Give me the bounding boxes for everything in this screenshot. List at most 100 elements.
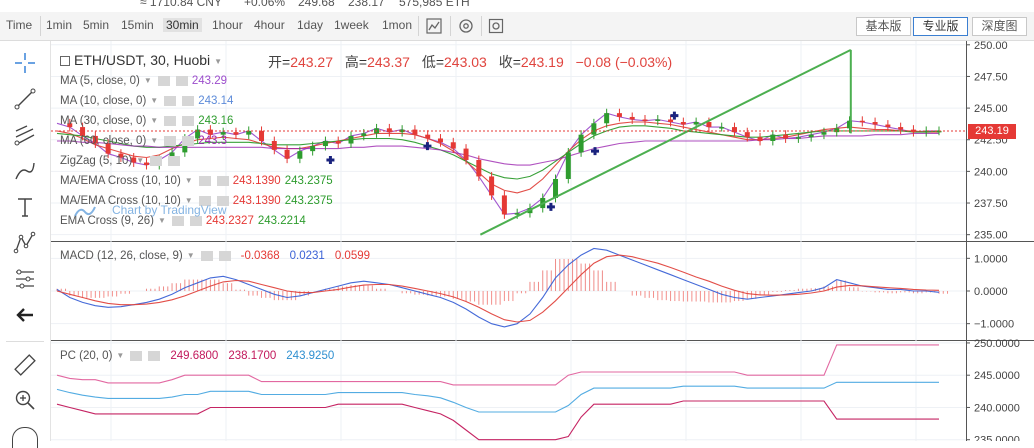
close-icon[interactable] (175, 75, 188, 86)
timeframe-1week[interactable]: 1week (334, 18, 369, 32)
candle-body (220, 132, 226, 135)
close-icon[interactable] (182, 135, 195, 146)
legend-macd[interactable]: MACD (12, 26, close, 9) ▼ -0.0368 0.0231 0.0… (60, 250, 371, 262)
candle-body (706, 122, 712, 128)
axis-tick-label: 250.0000 (974, 338, 1020, 350)
legend-ma5[interactable]: MA (5, close, 0) ▼ 243.29 (60, 75, 227, 87)
candle-body (450, 142, 456, 149)
series-line (56, 400, 939, 441)
legend-value: 249.6800 (170, 350, 219, 362)
close-icon[interactable] (182, 115, 195, 126)
close-icon[interactable] (148, 350, 161, 361)
crosshair-icon[interactable] (13, 51, 37, 75)
timeframe-4hour[interactable]: 4hour (254, 18, 285, 32)
settings-icon[interactable] (171, 215, 184, 226)
close-icon[interactable] (216, 175, 229, 186)
timeframe-1mon[interactable]: 1mon (382, 18, 413, 32)
legend-label: PC (20, 0) (60, 350, 113, 362)
price-chart[interactable]: 250.00247.50245.00242.50240.00237.50235.… (51, 41, 1034, 441)
legend-ma10[interactable]: MA (10, close, 0) ▼ 243.14 (60, 95, 234, 107)
axis-tick-label: 235.00 (974, 230, 1008, 242)
legend-ema-cross-2[interactable]: MA/EMA Cross (10, 10) ▼ 243.1390 243.2375 (60, 195, 333, 207)
candle-body (757, 137, 763, 141)
timeframe-15min[interactable]: 15min (121, 18, 154, 32)
legend-ma60[interactable]: MA (60, close, 0) ▼ 243.3 (60, 135, 227, 147)
timeframe-5min[interactable]: 5min (83, 18, 110, 32)
close-icon[interactable] (216, 195, 229, 206)
candle-body (361, 133, 367, 136)
fib-retracement-icon[interactable] (13, 123, 37, 147)
candle-body (297, 151, 303, 159)
candle-body (591, 123, 597, 135)
legend-label: MACD (12, 26, close, 9) (60, 250, 183, 262)
legend-label: MA (30, close, 0) (60, 115, 147, 127)
settings-icon[interactable] (164, 95, 177, 106)
settings-icon[interactable] (164, 135, 177, 146)
candle-body (719, 127, 725, 129)
legend-value: 243.2375 (284, 195, 333, 207)
ticker-low: 238.17 (348, 0, 385, 9)
indicators-icon[interactable] (458, 18, 474, 34)
candle-body (936, 130, 942, 133)
axis-tick-label: 250.00 (974, 41, 1008, 52)
ruler-icon[interactable] (13, 353, 37, 377)
timeframe-toolbar: Time 1min 5min 15min 30min 1hour 4hour 1… (0, 12, 1034, 41)
legend-ema-cross-1[interactable]: MA/EMA Cross (10, 10) ▼ 243.1390 243.2375 (60, 175, 333, 187)
settings-icon[interactable] (164, 115, 177, 126)
screenshot-icon[interactable] (488, 18, 504, 34)
collapse-icon[interactable] (60, 56, 70, 67)
timeframe-1hour[interactable]: 1hour (212, 18, 243, 32)
tradingview-logo-icon (74, 205, 96, 217)
high-label: 高 (344, 54, 359, 70)
chart-type-icon[interactable] (426, 18, 442, 34)
trendline-icon[interactable] (13, 87, 37, 111)
timeframe-1min[interactable]: 1min (46, 18, 73, 32)
settings-icon[interactable] (200, 250, 213, 261)
candle-body (847, 120, 853, 129)
legend-ema-cross-3[interactable]: EMA Cross (9, 26) ▼ 243.2327 243.2214 (60, 215, 306, 227)
back-arrow-icon[interactable] (13, 303, 37, 327)
candle-body (310, 146, 316, 152)
time-label: Time (6, 18, 33, 32)
close-icon[interactable] (218, 250, 231, 261)
low-label: 低 (421, 54, 436, 70)
ticker-cny: ≈ 1710.84 CNY (140, 0, 222, 9)
candle-body (910, 129, 916, 133)
magnet-icon[interactable] (12, 427, 38, 448)
legend-pc[interactable]: PC (20, 0) ▼ 249.6800 238.1700 243.9250 (60, 350, 335, 362)
version-pro-button[interactable]: 专业版 (913, 17, 968, 36)
version-basic-button[interactable]: 基本版 (856, 17, 911, 36)
legend-zigzag[interactable]: ZigZag (5, 10) ▼ (60, 155, 181, 167)
pattern-icon[interactable] (13, 231, 37, 255)
candle-body (233, 132, 239, 135)
ticker-volume: 575,985 ETH (399, 0, 470, 9)
candle-body (553, 178, 559, 198)
settings-icon[interactable] (150, 155, 163, 166)
settings-icon[interactable] (198, 175, 211, 186)
candle-body (67, 123, 73, 128)
axis-tick-label: −1.0000 (974, 319, 1014, 331)
legend-label: MA (5, close, 0) (60, 75, 140, 87)
zoom-in-icon[interactable] (13, 388, 37, 412)
candle-body (744, 132, 750, 138)
prediction-icon[interactable] (13, 267, 37, 291)
axis-tick-label: 1.0000 (974, 253, 1008, 265)
chevron-down-icon[interactable]: ▼ (214, 56, 223, 66)
text-tool-icon[interactable] (13, 195, 37, 219)
brush-icon[interactable] (13, 159, 37, 183)
legend-value: 238.1700 (228, 350, 277, 362)
settings-icon[interactable] (130, 350, 143, 361)
close-label: 收 (498, 54, 513, 70)
timeframe-1day[interactable]: 1day (297, 18, 324, 32)
candle-body (885, 124, 891, 128)
close-icon[interactable] (168, 155, 181, 166)
timeframe-30min[interactable]: 30min (163, 18, 202, 32)
legend-ma30[interactable]: MA (30, close, 0) ▼ 243.16 (60, 115, 234, 127)
close-icon[interactable] (182, 95, 195, 106)
settings-icon[interactable] (198, 195, 211, 206)
depth-chart-button[interactable]: 深度图 (972, 17, 1027, 36)
close-icon[interactable] (189, 215, 202, 226)
open-label: 开 (268, 54, 282, 70)
axis-tick-label: 235.0000 (974, 435, 1020, 441)
settings-icon[interactable] (157, 75, 170, 86)
